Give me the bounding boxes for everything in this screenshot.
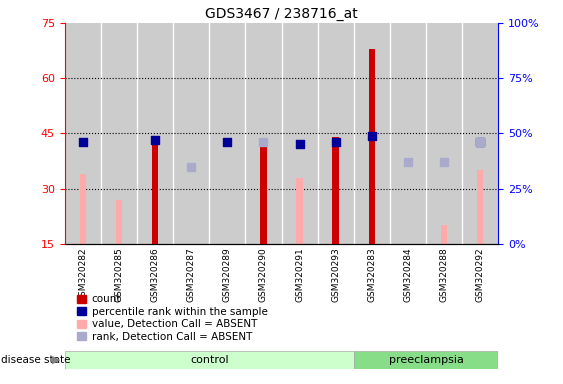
Text: GSM320286: GSM320286 xyxy=(150,248,159,303)
Text: GSM320289: GSM320289 xyxy=(223,248,232,303)
Bar xyxy=(137,23,173,244)
Text: GSM320291: GSM320291 xyxy=(295,248,304,303)
Bar xyxy=(296,178,303,244)
Bar xyxy=(354,23,390,244)
Text: GSM320284: GSM320284 xyxy=(404,248,413,302)
Point xyxy=(295,141,304,147)
Point xyxy=(150,137,159,143)
Bar xyxy=(369,49,375,244)
Text: GSM320293: GSM320293 xyxy=(331,248,340,303)
Text: GSM320283: GSM320283 xyxy=(367,248,376,303)
Bar xyxy=(152,137,158,244)
Bar xyxy=(65,351,354,369)
Point xyxy=(187,164,196,170)
Point xyxy=(223,139,232,146)
Bar xyxy=(426,23,462,244)
Bar xyxy=(441,225,448,244)
Text: GSM320288: GSM320288 xyxy=(440,248,449,303)
Text: GSM320290: GSM320290 xyxy=(259,248,268,303)
Point xyxy=(331,139,340,146)
Bar xyxy=(115,200,122,244)
Point xyxy=(404,159,413,165)
Bar xyxy=(245,23,282,244)
Bar xyxy=(260,178,267,244)
Bar xyxy=(405,244,411,248)
Point xyxy=(78,139,87,146)
Point xyxy=(476,139,485,146)
Bar xyxy=(332,137,339,244)
Bar xyxy=(477,170,484,244)
Bar xyxy=(318,23,354,244)
Legend: count, percentile rank within the sample, value, Detection Call = ABSENT, rank, : count, percentile rank within the sample… xyxy=(73,290,271,346)
Text: GSM320285: GSM320285 xyxy=(114,248,123,303)
Title: GDS3467 / 238716_at: GDS3467 / 238716_at xyxy=(205,7,358,21)
Bar xyxy=(79,174,86,244)
Text: preeclampsia: preeclampsia xyxy=(388,355,463,365)
Point xyxy=(259,139,268,146)
Bar xyxy=(282,23,318,244)
Point xyxy=(367,132,376,139)
Bar xyxy=(260,141,267,244)
Text: GSM320282: GSM320282 xyxy=(78,248,87,302)
Text: GSM320287: GSM320287 xyxy=(187,248,196,303)
Bar xyxy=(173,23,209,244)
Text: disease state: disease state xyxy=(1,355,70,365)
Text: control: control xyxy=(190,355,229,365)
Bar xyxy=(101,23,137,244)
Bar xyxy=(390,23,426,244)
Bar xyxy=(65,23,101,244)
Point xyxy=(440,159,449,165)
Bar xyxy=(209,23,245,244)
Bar xyxy=(462,23,498,244)
Bar xyxy=(354,351,498,369)
Text: ▶: ▶ xyxy=(52,355,61,365)
Point xyxy=(476,139,485,146)
Text: GSM320292: GSM320292 xyxy=(476,248,485,302)
